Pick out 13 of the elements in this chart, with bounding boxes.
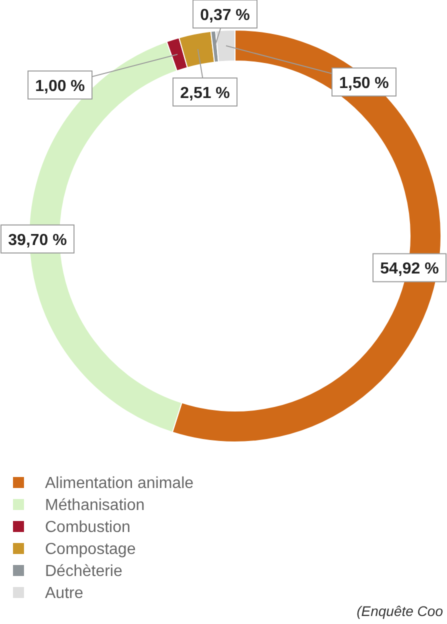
- legend-label: Autre: [45, 585, 84, 602]
- data-label: 1,50 %: [339, 75, 389, 92]
- data-label: 2,51 %: [180, 85, 230, 102]
- text: (Enquête Coo: [356, 603, 444, 619]
- data-label: 1,00 %: [35, 78, 85, 95]
- data-label: 0,37 %: [200, 7, 250, 24]
- data-label: 54,92 %: [380, 260, 439, 278]
- legend-label: Alimentation animale: [45, 475, 194, 492]
- legend-label: Méthanisation: [45, 497, 145, 514]
- legend-label: Déchèterie: [45, 563, 122, 580]
- legend-label: Combustion: [45, 519, 130, 536]
- data-label: 39,70 %: [8, 232, 67, 249]
- legend-label: Compostage: [45, 541, 136, 558]
